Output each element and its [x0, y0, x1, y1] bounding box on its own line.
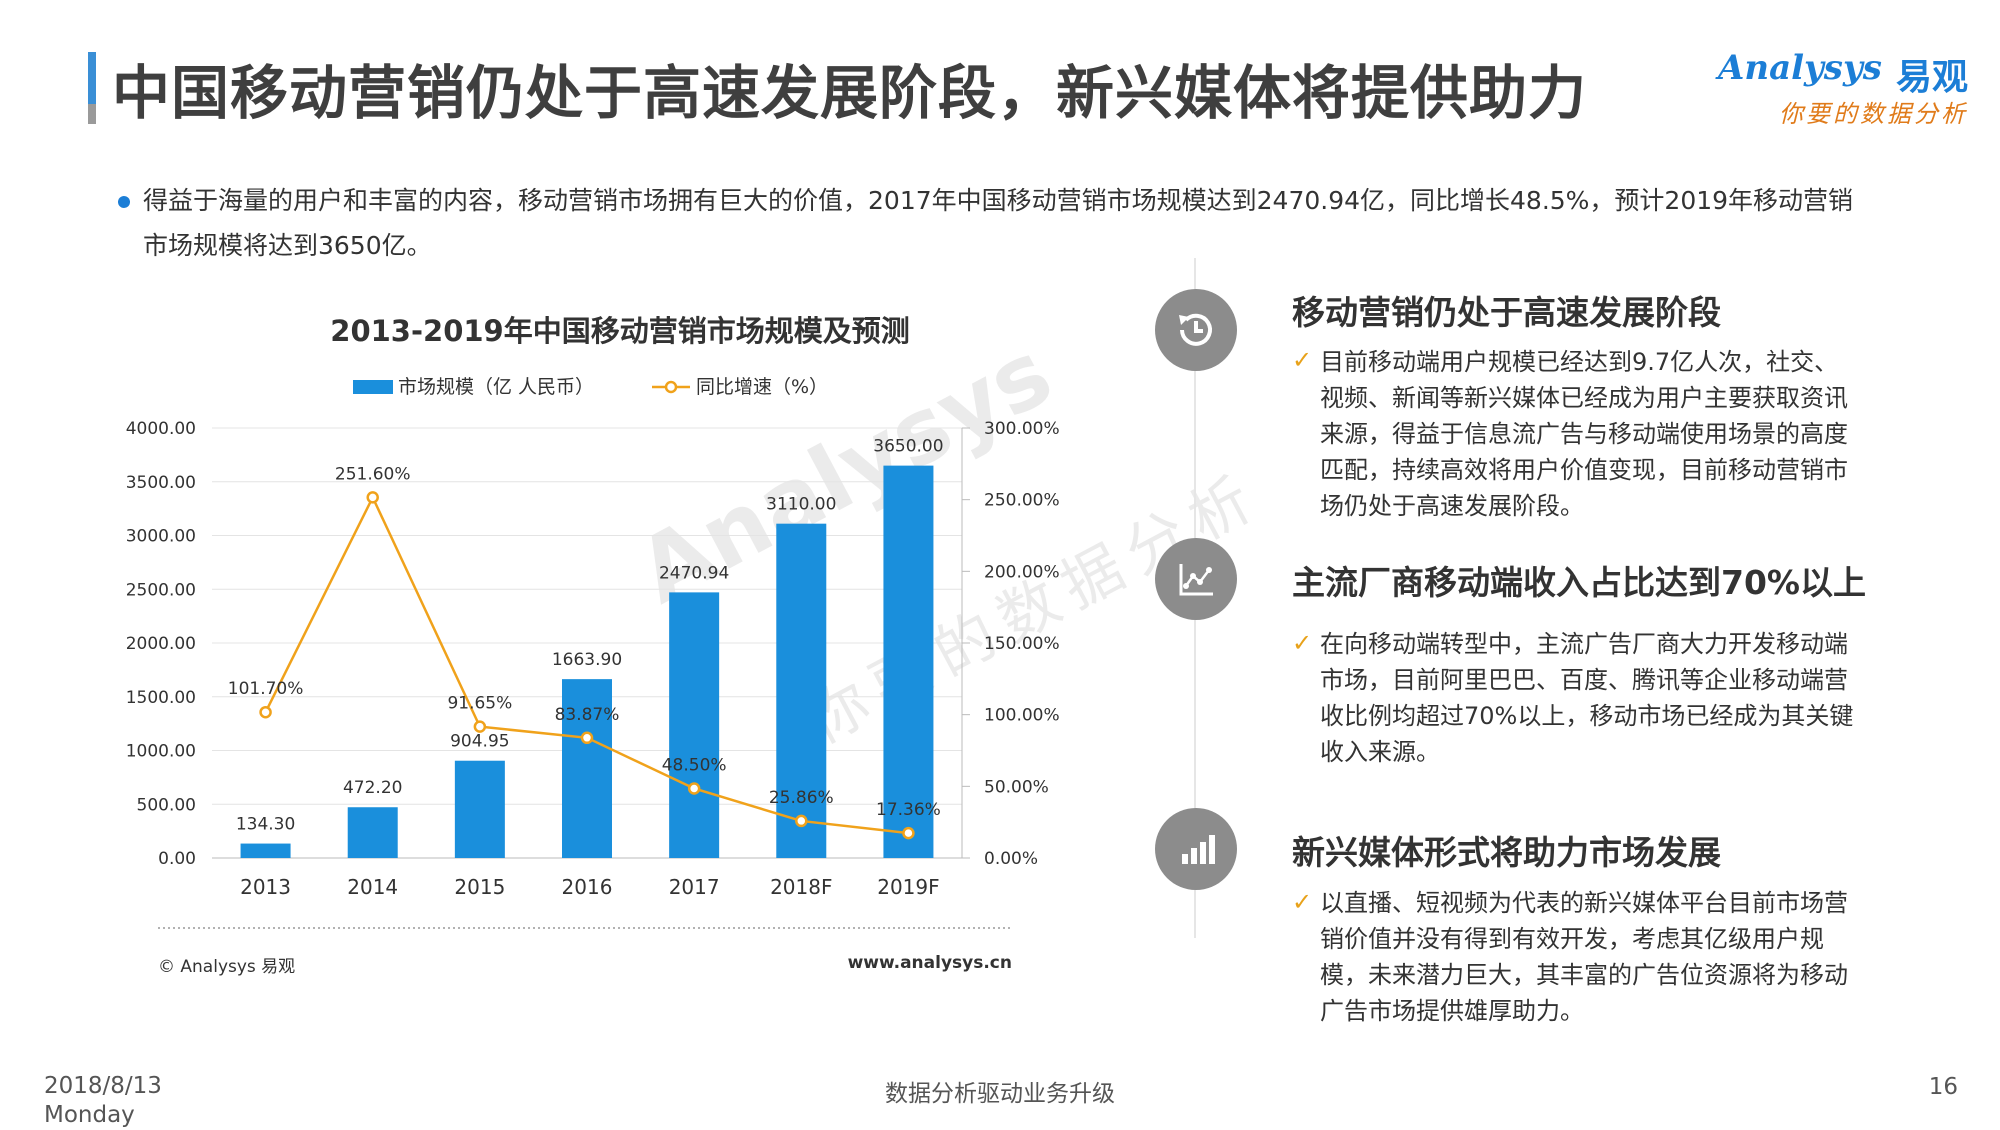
growth-point — [366, 491, 379, 504]
section-3-title: 新兴媒体形式将助力市场发展 — [1292, 833, 1721, 872]
legend-bar-label: 市场规模（亿 人民币） — [398, 376, 594, 398]
x-tick-label: 2019F — [877, 875, 939, 899]
x-tick-label: 2013 — [240, 875, 291, 899]
y-tick-label: 1500.00 — [126, 688, 196, 708]
footer-slogan: 数据分析驱动业务升级 — [885, 1081, 1115, 1107]
y2-tick-label: 200.00% — [984, 562, 1060, 582]
page-title: 中国移动营销仍处于高速发展阶段，新兴媒体将提供助力 — [112, 59, 1588, 127]
bar-data-label: 904.95 — [450, 732, 509, 752]
bar-data-label: 2470.94 — [659, 563, 729, 583]
check-icon: ✓ — [1292, 888, 1313, 916]
legend-bar-swatch — [353, 380, 393, 394]
bullet-dot-icon — [118, 196, 130, 208]
section-2-text: 在向移动端转型中，主流广告厂商大力开发移动端市场，目前阿里巴巴、百度、腾讯等企业… — [1320, 630, 1854, 766]
page-number: 16 — [1928, 1074, 1958, 1100]
y-tick-label: 2500.00 — [126, 580, 196, 600]
footer-date-value: 2018/8/13 — [44, 1073, 162, 1099]
y2-tick-label: 150.00% — [984, 634, 1060, 654]
section-1-title: 移动营销仍处于高速发展阶段 — [1292, 293, 1721, 332]
growth-point — [795, 814, 808, 828]
section-1-text: 目前移动端用户规模已经达到9.7亿人次，社交、视频、新闻等新兴媒体已经成为用户主… — [1320, 348, 1848, 520]
growth-data-label: 101.70% — [228, 679, 304, 699]
y-tick-label: 500.00 — [137, 795, 196, 815]
growth-data-label: 17.36% — [876, 800, 941, 820]
bar — [347, 807, 398, 858]
bar-data-label: 3110.00 — [766, 495, 836, 515]
y-tick-label: 3000.00 — [126, 527, 196, 547]
bar — [454, 760, 505, 858]
growth-point — [473, 720, 487, 733]
title-accent-bar — [88, 52, 96, 124]
chart-title: 2013-2019年中国移动营销市场规模及预测 — [330, 314, 910, 348]
y-tick-label: 4000.00 — [126, 419, 196, 439]
growth-point — [902, 826, 915, 840]
y2-tick-label: 50.00% — [984, 777, 1049, 797]
x-tick-label: 2016 — [562, 875, 613, 899]
footer-weekday: Monday — [44, 1102, 135, 1128]
y-tick-label: 1000.00 — [126, 742, 196, 762]
x-tick-label: 2018F — [770, 875, 832, 899]
logo-english: Analysys — [1718, 48, 1882, 88]
check-icon: ✓ — [1292, 629, 1313, 657]
analysys-logo: Analysys 易观 你要的数据分析 — [1718, 48, 1968, 128]
y-tick-label: 2000.00 — [126, 634, 196, 654]
bar — [562, 679, 612, 858]
y2-tick-label: 300.00% — [984, 419, 1060, 439]
bar-data-label: 1663.90 — [552, 650, 622, 670]
logo-slogan: 你要的数据分析 — [1779, 100, 1968, 128]
bar-chart-icon — [1155, 808, 1237, 890]
intro-text: 得益于海量的用户和丰富的内容，移动营销市场拥有巨大的价值，2017年中国移动营销… — [143, 186, 1854, 260]
source-left: © Analysys 易观 — [158, 957, 295, 977]
growth-data-label: 91.65% — [447, 694, 512, 714]
growth-data-label: 251.60% — [335, 464, 411, 484]
x-tick-label: 2015 — [454, 875, 505, 899]
growth-point — [580, 731, 594, 745]
y2-tick-label: 0.00% — [984, 849, 1038, 869]
y2-tick-label: 100.00% — [984, 706, 1060, 726]
y-tick-label: 3500.00 — [126, 473, 196, 493]
section-2-title: 主流厂商移动端收入占比达到70%以上 — [1292, 563, 1866, 602]
title-accent-bar-gray — [88, 104, 96, 124]
y-tick-label: 0.00 — [158, 849, 196, 869]
footer-date: 2018/8/13 Monday — [44, 1072, 162, 1130]
y2-tick-label: 250.00% — [984, 491, 1060, 511]
legend-line-label: 同比增速（%） — [696, 376, 828, 398]
x-tick-label: 2017 — [669, 875, 720, 899]
scatter-chart-icon — [1155, 538, 1237, 620]
history-icon — [1155, 289, 1237, 371]
bar-data-label: 134.30 — [236, 815, 295, 835]
x-tick-label: 2014 — [347, 875, 398, 899]
bar-data-label: 472.20 — [343, 778, 402, 798]
growth-data-label: 25.86% — [769, 788, 834, 808]
bar-data-label: 3650.00 — [873, 437, 943, 457]
bar — [669, 592, 720, 858]
bar — [883, 465, 934, 858]
section-3-text: 以直播、短视频为代表的新兴媒体平台目前市场营销价值并没有得到有效开发，考虑其亿级… — [1320, 889, 1848, 1025]
growth-data-label: 83.87% — [555, 705, 620, 725]
check-icon: ✓ — [1292, 346, 1313, 374]
legend-line-marker — [664, 380, 678, 394]
growth-data-label: 48.50% — [662, 755, 727, 775]
logo-chinese: 易观 — [1895, 57, 1968, 98]
bar — [776, 523, 827, 858]
bar — [240, 843, 291, 858]
growth-point — [687, 782, 701, 795]
source-right: www.analysys.cn — [848, 953, 1012, 973]
market-size-chart: 0.00 500.00 1000.00 1500.00 2000.00 2500.00 30… — [126, 376, 1060, 977]
growth-point — [259, 705, 272, 719]
